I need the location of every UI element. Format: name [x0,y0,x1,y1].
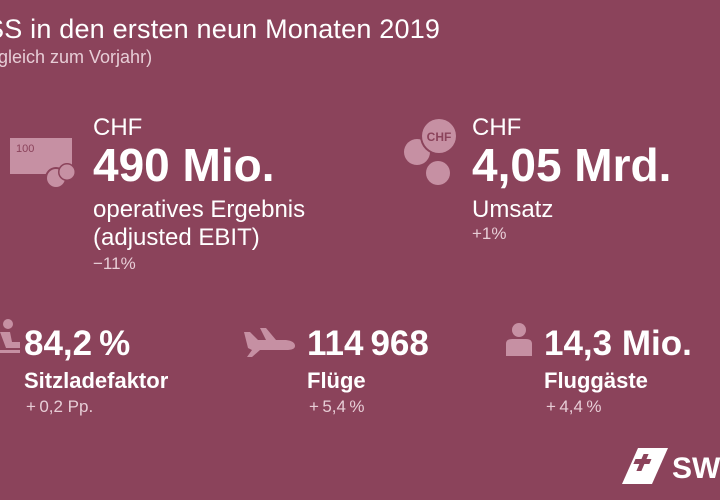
flights-label: Flüge [307,368,366,393]
ebit-change: −11% [93,254,136,273]
logo-text: SW [672,452,720,485]
flights-value: 114 968 [307,324,429,363]
ebit-label-line2: (adjusted EBIT) [93,224,260,251]
ebit-value: 490 Mio. [93,139,275,191]
coins-icon: CHF [402,116,464,193]
revenue-label: Umsatz [472,196,554,223]
passengers-value: 14,3 Mio. [544,324,692,363]
seat-person-icon [0,318,22,361]
airplane-icon [242,326,296,365]
load-factor-value: 84,2 % [24,324,131,363]
revenue-value: 4,05 Mrd. [472,139,672,191]
svg-text:100: 100 [16,143,34,155]
svg-text:CHF: CHF [427,130,452,144]
passenger-icon [504,322,534,363]
load-factor-label: Sitzladefaktor [24,368,169,393]
page-title: SS in den ersten neun Monaten 2019 [0,14,441,44]
revenue-change: +1% [472,224,507,243]
swiss-logo: SW [622,446,720,491]
load-factor-change: + 0,2 Pp. [26,397,94,416]
ebit-label-line1: operatives Ergebnis [93,196,306,223]
revenue-currency: CHF [472,114,522,141]
flights-change: + 5,4 % [309,397,365,416]
banknote-coins-icon: 100 [10,138,76,195]
page-subtitle: rgleich zum Vorjahr) [0,47,153,67]
ebit-currency: CHF [93,114,143,141]
passengers-label: Fluggäste [544,368,648,393]
passengers-change: + 4,4 % [546,397,602,416]
